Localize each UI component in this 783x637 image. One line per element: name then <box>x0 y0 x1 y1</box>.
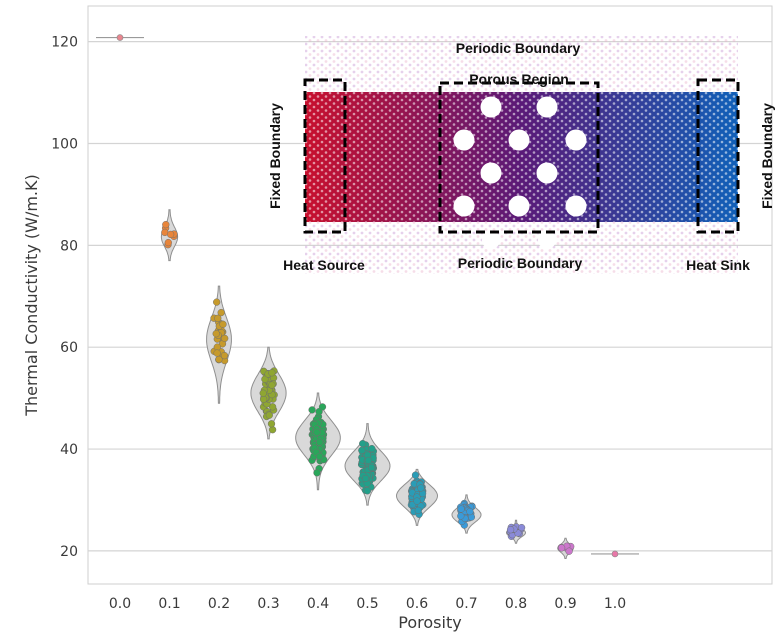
pore <box>482 231 500 249</box>
data-point <box>221 334 229 343</box>
y-tick-label: 100 <box>51 136 78 152</box>
heat-sink-label: Heat Sink <box>686 257 750 273</box>
data-point <box>267 420 276 428</box>
data-point <box>219 320 227 328</box>
data-point <box>213 349 221 357</box>
data-point <box>220 351 229 360</box>
pore <box>538 231 556 249</box>
data-point <box>166 230 175 239</box>
data-point <box>364 456 373 465</box>
data-point <box>217 308 225 317</box>
data-point <box>368 444 376 453</box>
x-axis-label: Porosity <box>398 613 461 632</box>
y-tick-label: 20 <box>60 544 78 560</box>
x-tick-label: 0.5 <box>356 596 378 612</box>
data-point <box>611 550 619 558</box>
y-axis-label: Thermal Conductivity (W/m.K) <box>22 174 41 417</box>
bottom-boundary-label: Periodic Boundary <box>458 255 583 271</box>
data-point <box>313 428 321 436</box>
x-tick-label: 0.9 <box>554 596 576 612</box>
y-tick-label: 60 <box>60 340 78 356</box>
scatter-points <box>116 34 619 558</box>
heat-sink-box <box>696 78 740 234</box>
data-point <box>358 446 366 455</box>
data-point <box>164 238 172 247</box>
x-tick-label: 0.3 <box>257 596 279 612</box>
data-point <box>316 438 324 446</box>
x-tick-label: 0.2 <box>208 596 230 612</box>
data-point <box>213 298 221 306</box>
data-point <box>315 452 324 461</box>
porous-region-label: Porous Region <box>469 71 569 87</box>
pore <box>508 129 530 151</box>
x-tick-label: 0.6 <box>406 596 428 612</box>
data-point <box>557 544 566 552</box>
x-tick-label: 0.0 <box>109 596 131 612</box>
data-point <box>268 381 276 389</box>
data-point <box>359 439 367 448</box>
right-boundary-label: Fixed Boundary <box>759 103 775 209</box>
data-point <box>261 375 269 383</box>
data-point <box>265 411 273 419</box>
data-point <box>363 487 372 495</box>
data-point <box>214 314 222 322</box>
pore <box>480 162 502 184</box>
heat-source-label: Heat Source <box>283 257 365 273</box>
data-point <box>367 463 376 472</box>
data-point <box>457 505 465 513</box>
x-tick-label: 0.1 <box>158 596 180 612</box>
data-point <box>411 471 420 479</box>
data-point <box>413 497 421 505</box>
pore <box>453 129 475 151</box>
y-tick-label: 40 <box>60 442 78 458</box>
x-tick-label: 0.4 <box>307 596 329 612</box>
pore <box>565 129 587 151</box>
data-point <box>361 474 370 483</box>
data-point <box>414 506 422 515</box>
y-axis-ticks: 20 40 60 80 100 120 <box>51 35 78 560</box>
data-point <box>313 469 321 477</box>
data-point <box>466 507 474 516</box>
pore <box>565 195 587 217</box>
data-point <box>116 34 124 41</box>
top-boundary-label: Periodic Boundary <box>456 40 581 56</box>
data-point <box>268 369 276 377</box>
pores <box>453 96 587 249</box>
pore <box>480 96 502 118</box>
data-point <box>162 220 170 229</box>
left-boundary-label: Fixed Boundary <box>267 103 283 209</box>
data-point <box>517 523 526 532</box>
y-tick-label: 120 <box>51 35 78 51</box>
pore <box>508 195 530 217</box>
data-point <box>268 426 277 434</box>
y-tick-label: 80 <box>60 238 78 254</box>
pore <box>453 195 475 217</box>
data-point <box>259 389 267 397</box>
x-tick-label: 0.8 <box>505 596 527 612</box>
data-point <box>506 526 515 534</box>
x-axis-ticks: 0.0 0.1 0.2 0.3 0.4 0.5 0.6 0.7 0.8 0.9 1.0 <box>109 596 626 612</box>
x-tick-label: 1.0 <box>604 596 626 612</box>
data-point <box>417 484 425 492</box>
x-tick-label: 0.7 <box>455 596 477 612</box>
data-point <box>259 395 268 403</box>
data-point <box>565 547 573 555</box>
heat-source-box <box>303 78 347 234</box>
inset-diagram: Periodic Boundary Porous Region Periodic… <box>267 36 775 274</box>
plot-frame <box>87 5 773 585</box>
pore <box>536 96 558 118</box>
pore <box>536 162 558 184</box>
data-point <box>457 512 465 520</box>
data-point <box>308 406 316 414</box>
data-point <box>315 408 323 416</box>
porous-region-box <box>438 81 600 234</box>
data-point <box>212 330 220 338</box>
